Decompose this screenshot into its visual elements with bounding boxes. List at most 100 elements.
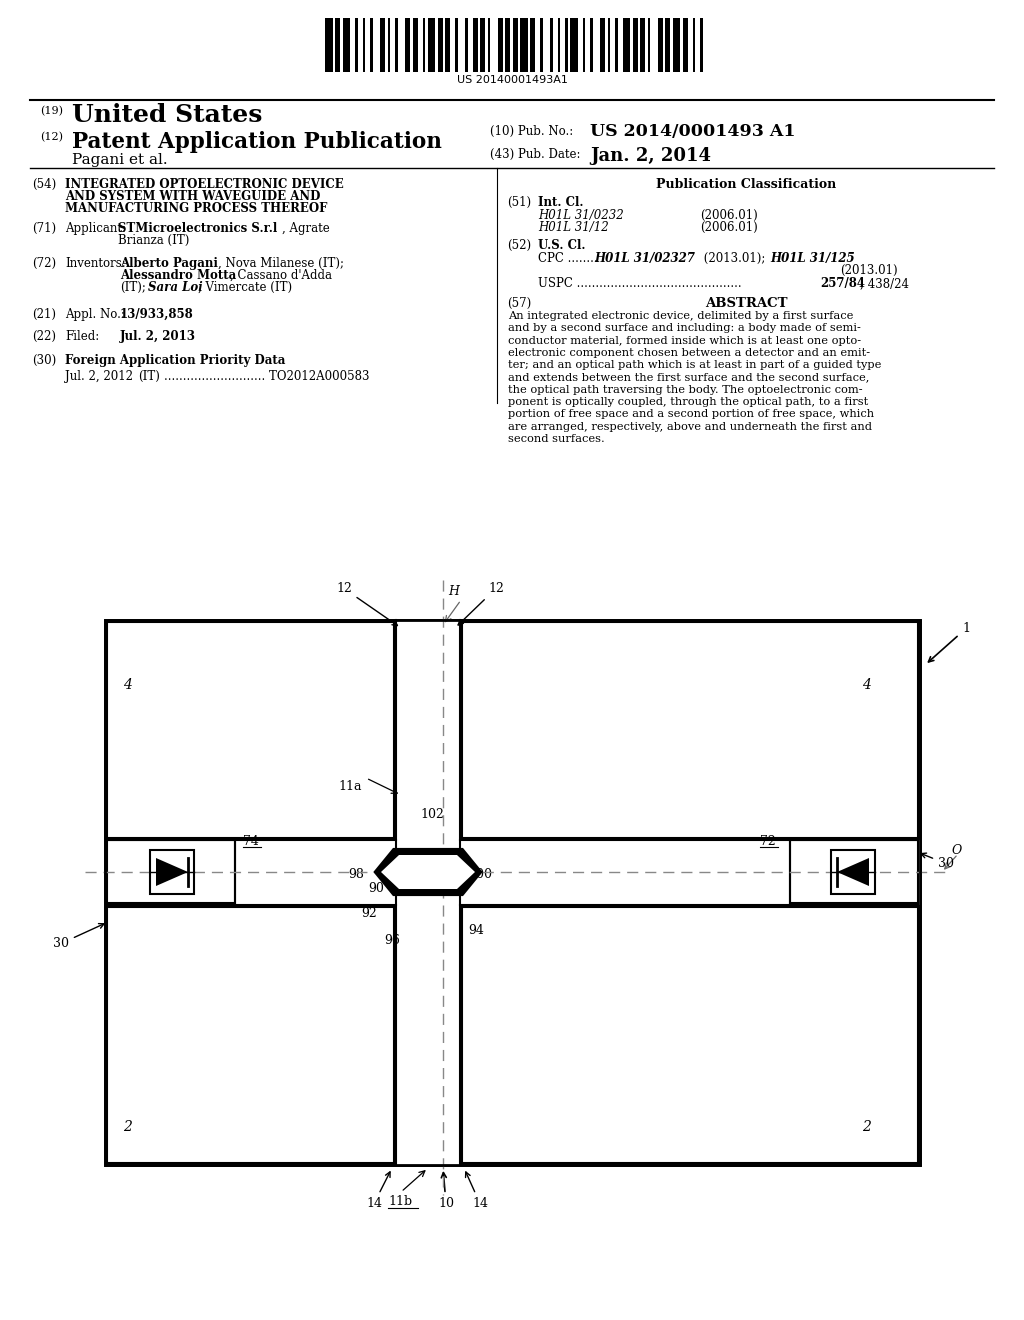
Bar (395, 18, 397, 73)
Bar (150, 850, 194, 894)
Bar (455, 18, 458, 73)
Text: (21): (21) (32, 308, 56, 321)
Bar (437, 18, 442, 73)
Bar (380, 18, 385, 73)
Text: 10: 10 (438, 1172, 454, 1210)
Bar (406, 18, 410, 73)
Text: 1: 1 (929, 622, 970, 661)
Text: conductor material, formed inside which is at least one opto-: conductor material, formed inside which … (508, 335, 861, 346)
Text: ter; and an optical path which is at least in part of a guided type: ter; and an optical path which is at lea… (508, 360, 882, 370)
Text: 12: 12 (336, 582, 397, 626)
Text: H01L 31/02327: H01L 31/02327 (594, 252, 695, 265)
Text: ; 438/24: ; 438/24 (860, 277, 909, 290)
Bar (623, 18, 630, 73)
Text: Patent Application Publication: Patent Application Publication (72, 131, 442, 153)
Text: Inventors:: Inventors: (65, 257, 126, 271)
Text: Alessandro Motta: Alessandro Motta (120, 269, 237, 282)
Text: and extends between the first surface and the second surface,: and extends between the first surface an… (508, 372, 869, 383)
Text: (2013.01);: (2013.01); (700, 252, 765, 265)
Bar (700, 18, 702, 73)
Bar (520, 18, 527, 73)
Text: Publication Classification: Publication Classification (656, 178, 837, 191)
Text: H01L 31/0232: H01L 31/0232 (538, 209, 624, 222)
Bar (413, 18, 418, 73)
Text: 12: 12 (458, 582, 504, 624)
Bar (387, 18, 390, 73)
Bar (683, 18, 687, 73)
Text: Pagani et al.: Pagani et al. (72, 153, 168, 168)
Text: US 20140001493A1: US 20140001493A1 (457, 75, 567, 84)
Text: the optical path traversing the body. The optoelectronic com-: the optical path traversing the body. Th… (508, 385, 862, 395)
Text: 30: 30 (53, 924, 104, 950)
Bar (557, 18, 560, 73)
Bar (342, 18, 350, 73)
Text: INTEGRATED OPTOELECTRONIC DEVICE: INTEGRATED OPTOELECTRONIC DEVICE (65, 178, 344, 191)
Text: 98: 98 (348, 869, 364, 880)
Text: (19): (19) (40, 106, 63, 116)
Bar (790, 840, 918, 903)
Text: (52): (52) (507, 239, 531, 252)
Bar (106, 907, 394, 1163)
Text: (IT): (IT) (138, 370, 160, 383)
Bar (498, 18, 503, 73)
Text: 2: 2 (123, 1119, 132, 1134)
Text: (2006.01): (2006.01) (700, 209, 758, 222)
Text: 30: 30 (921, 853, 954, 870)
Bar (600, 18, 605, 73)
Text: U.S. Cl.: U.S. Cl. (538, 239, 586, 252)
Text: 102: 102 (420, 808, 443, 821)
Bar (640, 18, 645, 73)
Bar (590, 18, 593, 73)
Text: (30): (30) (32, 354, 56, 367)
Text: Jan. 2, 2014: Jan. 2, 2014 (590, 147, 711, 165)
Text: 14: 14 (366, 1172, 390, 1210)
Text: (51): (51) (507, 195, 531, 209)
Text: Filed:: Filed: (65, 330, 99, 343)
Text: An integrated electronic device, delimited by a first surface: An integrated electronic device, delimit… (508, 312, 853, 321)
Text: H01L 31/125: H01L 31/125 (770, 252, 855, 265)
Text: 257/84: 257/84 (820, 277, 865, 290)
Bar (355, 18, 357, 73)
Text: (2006.01): (2006.01) (700, 220, 758, 234)
Text: 72: 72 (760, 836, 776, 847)
Bar (427, 18, 435, 73)
Text: , Vimercate (IT): , Vimercate (IT) (198, 281, 292, 294)
Text: 96: 96 (384, 935, 400, 946)
Bar (647, 18, 650, 73)
Bar (423, 18, 425, 73)
Text: Jul. 2, 2013: Jul. 2, 2013 (120, 330, 196, 343)
Bar (615, 18, 617, 73)
Text: second surfaces.: second surfaces. (508, 434, 605, 444)
Bar (362, 18, 365, 73)
Text: Applicant:: Applicant: (65, 222, 126, 235)
Polygon shape (376, 850, 480, 894)
Text: 13/933,858: 13/933,858 (120, 308, 194, 321)
Bar (335, 18, 340, 73)
Text: Foreign Application Priority Data: Foreign Application Priority Data (65, 354, 286, 367)
Polygon shape (837, 858, 869, 886)
Text: CPC ........: CPC ........ (538, 252, 598, 265)
Bar (105, 620, 920, 1166)
Text: (10) Pub. No.:: (10) Pub. No.: (490, 125, 573, 139)
Bar (570, 18, 578, 73)
Text: 74: 74 (243, 836, 259, 847)
Text: Sara Loi: Sara Loi (148, 281, 203, 294)
Text: Int. Cl.: Int. Cl. (538, 195, 584, 209)
Text: US 2014/0001493 A1: US 2014/0001493 A1 (590, 123, 796, 140)
Text: 4: 4 (862, 678, 870, 692)
Bar (105, 620, 920, 1166)
Bar (583, 18, 585, 73)
Text: 92: 92 (361, 907, 377, 920)
Bar (550, 18, 553, 73)
Text: STMicroelectronics S.r.l: STMicroelectronics S.r.l (118, 222, 278, 235)
Polygon shape (156, 858, 188, 886)
Bar (505, 18, 510, 73)
Text: ........................... TO2012A000583: ........................... TO2012A00058… (164, 370, 370, 383)
Bar (325, 18, 333, 73)
Text: 14: 14 (466, 1172, 488, 1210)
Bar (665, 18, 670, 73)
Bar (565, 18, 567, 73)
Text: 2: 2 (862, 1119, 870, 1134)
Text: 100: 100 (468, 869, 492, 880)
Text: (72): (72) (32, 257, 56, 271)
